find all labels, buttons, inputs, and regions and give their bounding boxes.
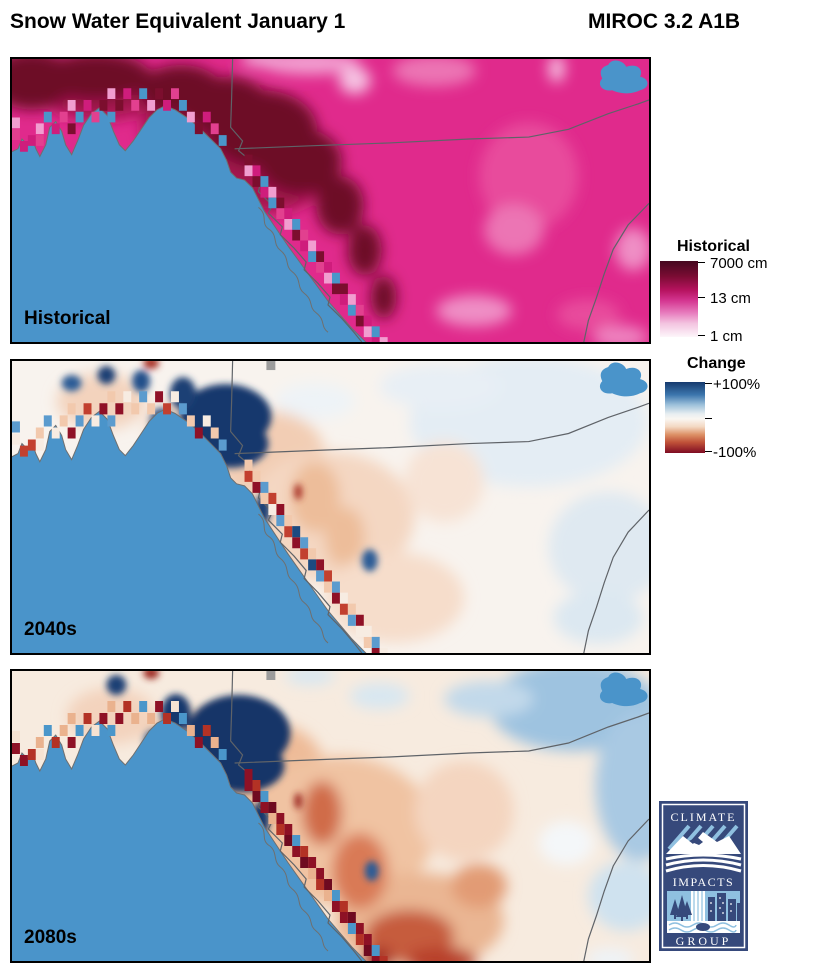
page-title: Snow Water Equivalent January 1: [10, 10, 346, 33]
change-2080s-coastal-cells: [12, 701, 388, 961]
map-2080s: [12, 671, 649, 961]
legend-change-tick-top: [705, 383, 712, 384]
model-label: MIROC 3.2 A1B: [588, 10, 741, 33]
legend-historical-tick-top: [698, 262, 705, 263]
change-2040s-coastal-cells: [12, 391, 388, 653]
logo-line-impacts: IMPACTS: [673, 875, 734, 889]
map-panel-2040s: 2040s: [10, 359, 651, 655]
legend-historical-label-min: 1 cm: [710, 328, 743, 345]
panel-label-2080s: 2080s: [24, 927, 77, 948]
legend-historical-label-mid: 13 cm: [710, 290, 751, 307]
historical-map: [12, 59, 649, 342]
panel-label-2040s: 2040s: [24, 619, 77, 640]
logo-mountain-scene: [665, 824, 742, 873]
climate-impacts-group-logo: CLIMATE IMPACTS: [659, 801, 748, 951]
map-panel-2080s: 2080s: [10, 669, 651, 963]
legend-historical-tick-bottom: [698, 335, 705, 336]
legend-change-colorbar: [665, 382, 705, 453]
legend-change-label-max: +100%: [713, 376, 761, 393]
legend-historical-label-max: 7000 cm: [710, 255, 768, 272]
legend-historical-tick-mid: [698, 297, 705, 298]
logo-line-group: GROUP: [676, 934, 732, 948]
legend-change-tick-mid: [705, 418, 712, 419]
historical-coastal-cells: [12, 88, 388, 342]
logo-line-climate: CLIMATE: [671, 810, 737, 824]
map-2040s: [12, 361, 649, 653]
legend-change-title: Change: [687, 355, 746, 372]
logo-waterfall-scene: [667, 891, 740, 933]
legend-change-tick-bottom: [705, 451, 712, 452]
legend-historical-title: Historical: [677, 238, 750, 255]
legend-change-label-min: -100%: [713, 444, 757, 461]
legend-historical-colorbar: [660, 261, 698, 337]
panel-label-historical: Historical: [24, 308, 111, 329]
map-panel-historical: Historical: [10, 57, 651, 344]
